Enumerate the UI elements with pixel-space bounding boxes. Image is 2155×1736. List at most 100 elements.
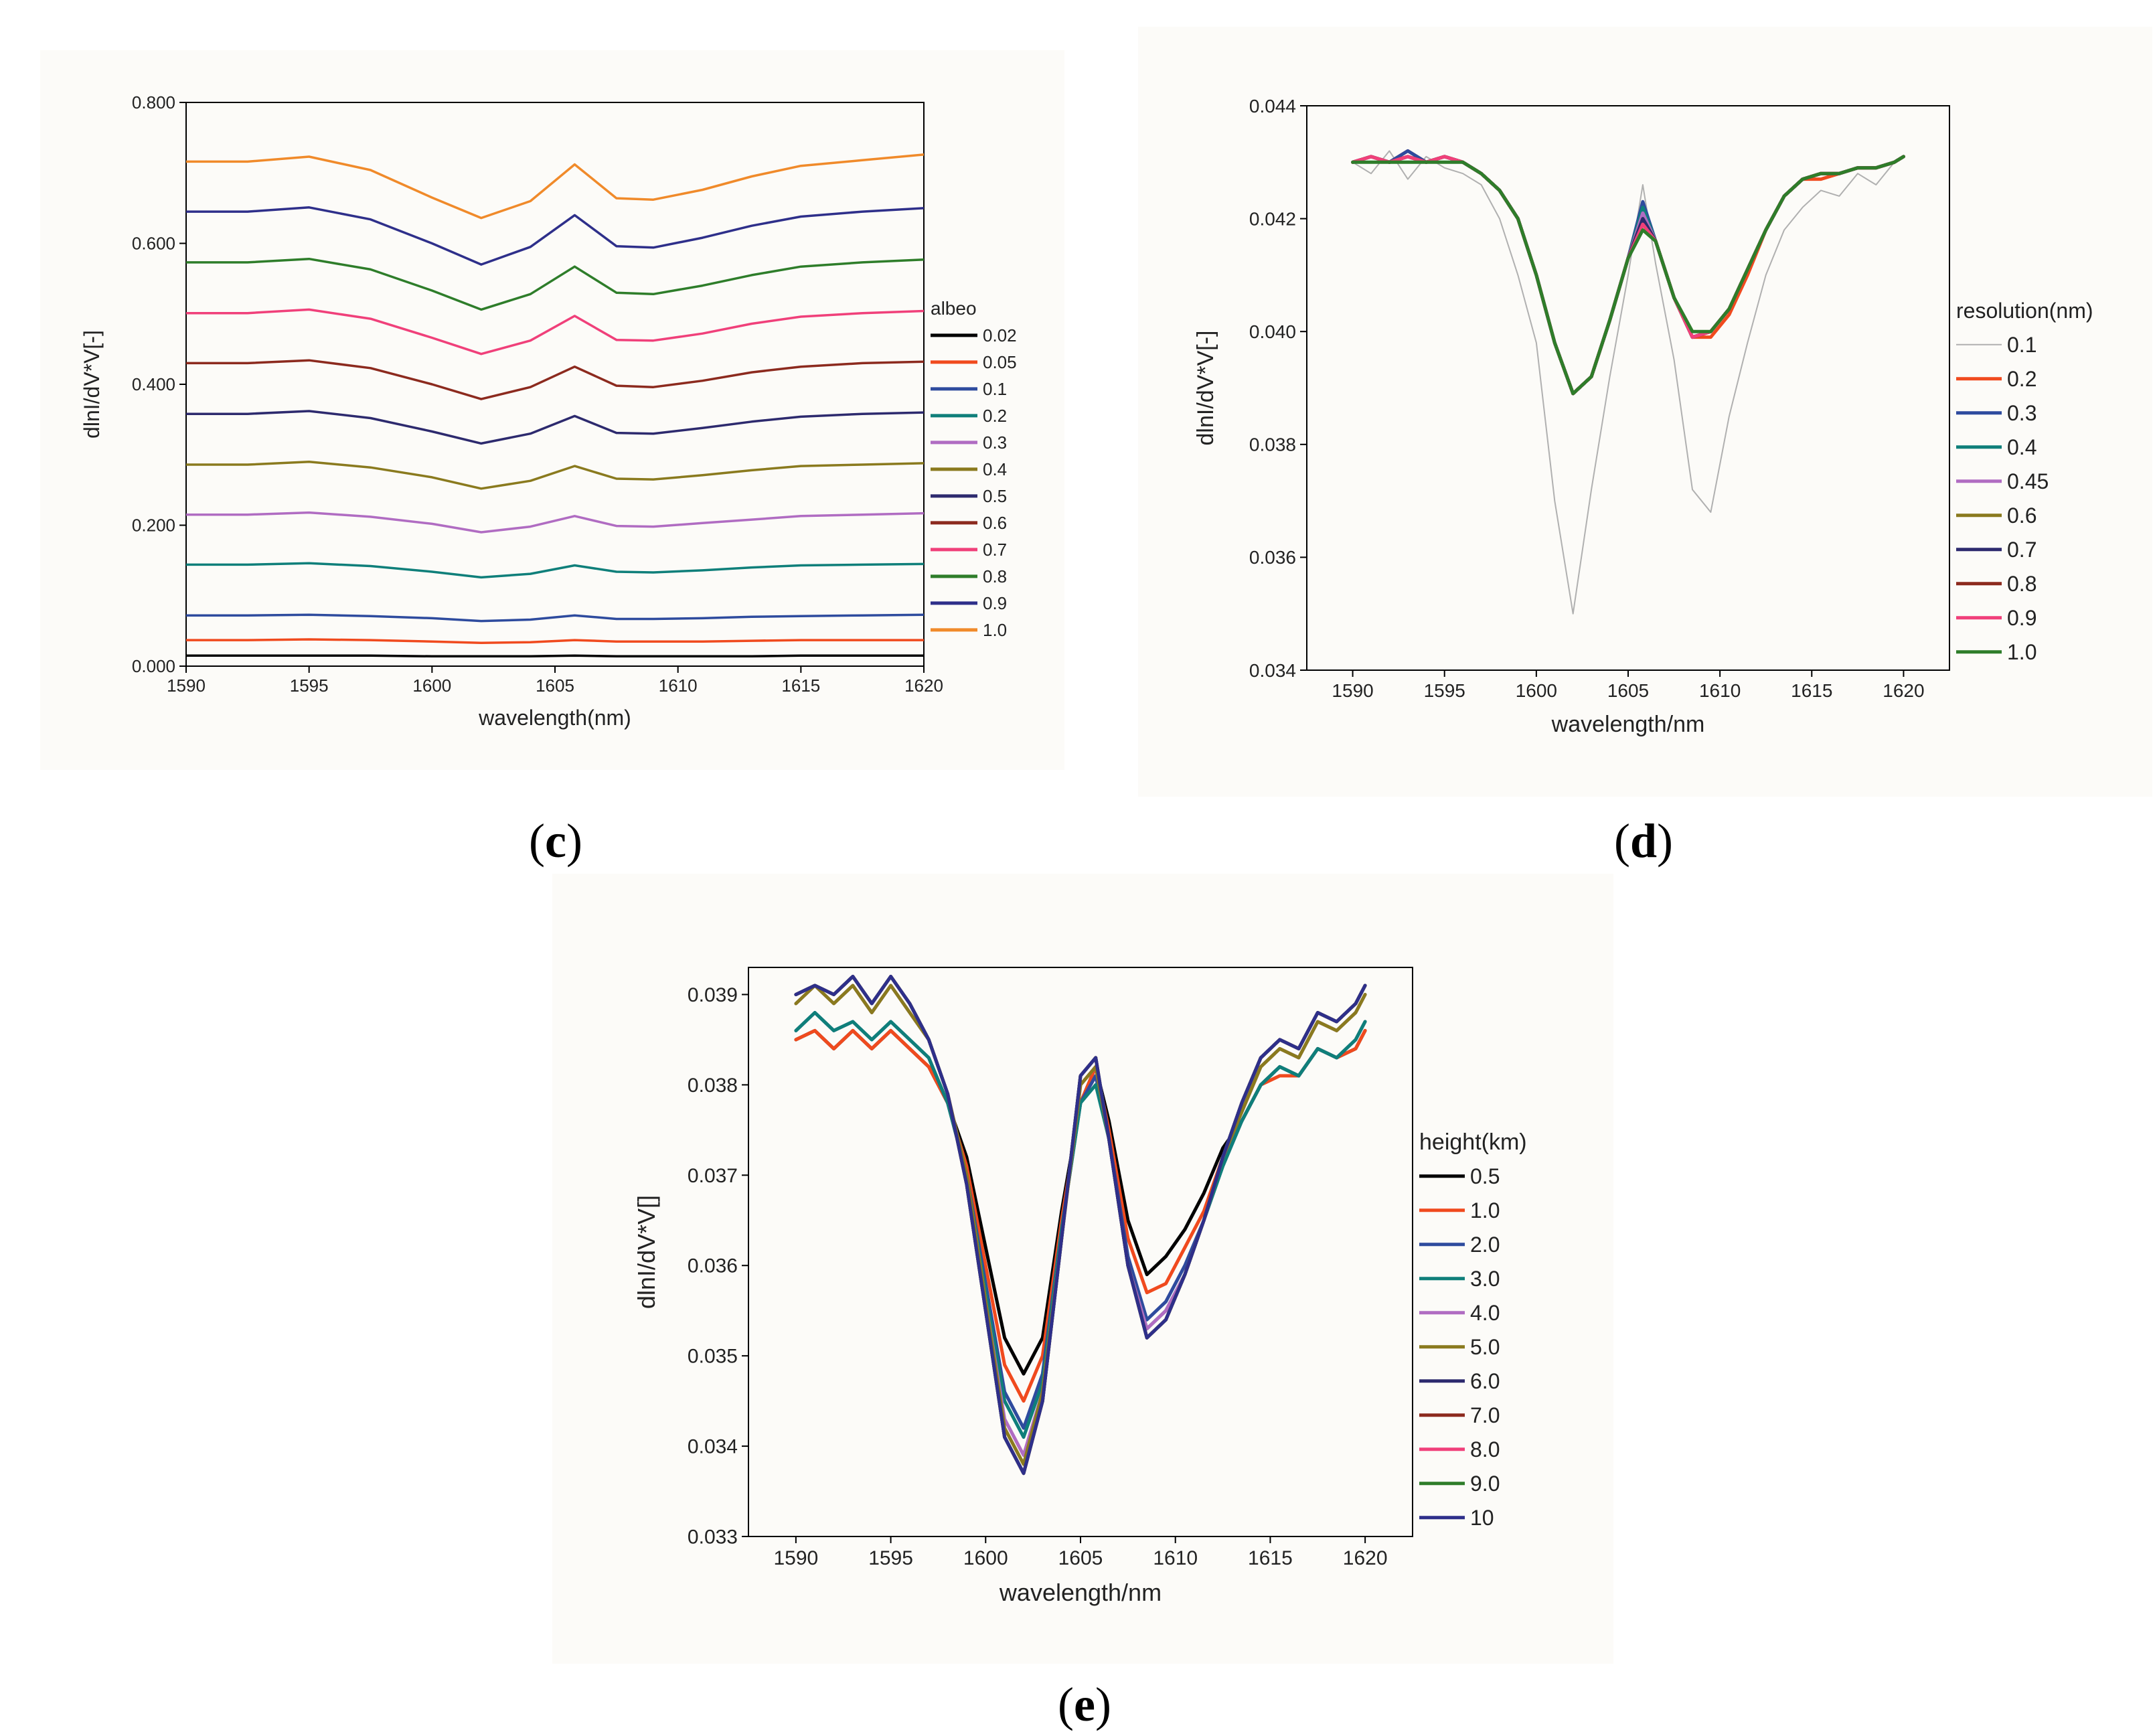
y-tick-label: 0.034 bbox=[688, 1436, 738, 1458]
x-tick-label: 1610 bbox=[1699, 680, 1741, 701]
y-tick-label: 0.038 bbox=[688, 1075, 738, 1097]
plot-frame bbox=[185, 102, 925, 667]
x-tick-label: 1600 bbox=[412, 676, 451, 696]
series-line-0.05 bbox=[186, 638, 924, 645]
y-tick-label: 0.039 bbox=[688, 984, 738, 1006]
x-tick-label: 1610 bbox=[1153, 1547, 1198, 1569]
caption-d: (d) bbox=[1613, 814, 1673, 868]
series-line-0.1 bbox=[1352, 150, 1905, 615]
legend-label: 6.0 bbox=[1470, 1369, 1500, 1393]
series-line-0.2 bbox=[186, 562, 924, 579]
series-line-0.9 bbox=[186, 206, 924, 266]
x-tick-label: 1605 bbox=[1058, 1547, 1103, 1569]
legend-label: 0.9 bbox=[983, 593, 1007, 613]
y-tick-label: 0.037 bbox=[688, 1165, 738, 1187]
x-tick-label: 1620 bbox=[904, 676, 943, 696]
legend-label: 0.45 bbox=[2007, 469, 2049, 493]
legend-label: 0.3 bbox=[983, 432, 1007, 453]
legend-label: 1.0 bbox=[2007, 640, 2037, 664]
legend-label: 4.0 bbox=[1470, 1301, 1500, 1325]
y-tick-label: 0.000 bbox=[132, 656, 175, 676]
y-tick-label: 0.800 bbox=[132, 92, 175, 112]
y-tick-label: 0.036 bbox=[1249, 547, 1296, 568]
legend-title: albeo bbox=[931, 298, 977, 319]
legend-label: 7.0 bbox=[1470, 1403, 1500, 1427]
chart-panel-e: 1590 1595 1600 1605 1610 1615 1620 0.033 0.034 0.… bbox=[633, 967, 1527, 1606]
panel-e-background bbox=[552, 874, 1613, 1664]
legend-label: 9.0 bbox=[1470, 1472, 1500, 1496]
legend-label: 0.3 bbox=[2007, 401, 2037, 425]
legend-label: 0.1 bbox=[983, 379, 1007, 399]
legend-label: 1.0 bbox=[1470, 1198, 1500, 1222]
x-tick-label: 1590 bbox=[167, 676, 206, 696]
series-line-5.0 bbox=[794, 983, 1367, 1466]
y-tick-label: 0.035 bbox=[688, 1346, 738, 1368]
x-tick-label: 1615 bbox=[1248, 1547, 1293, 1569]
series-line-0.8 bbox=[186, 257, 924, 311]
series-line-0.5 bbox=[186, 410, 924, 445]
x-tick-label: 1595 bbox=[868, 1547, 913, 1569]
series-line-0.02 bbox=[186, 654, 924, 658]
legend-label: 2.0 bbox=[1470, 1233, 1500, 1257]
y-tick-label: 0.200 bbox=[132, 516, 175, 536]
x-tick-label: 1620 bbox=[1343, 1547, 1388, 1569]
legend-label: 0.4 bbox=[2007, 435, 2037, 459]
legend-label: 0.8 bbox=[2007, 572, 2037, 596]
x-axis-label: wavelength(nm) bbox=[478, 706, 631, 730]
legend-label: 0.1 bbox=[2007, 333, 2037, 357]
y-tick-label: 0.600 bbox=[132, 234, 175, 254]
x-axis-label: wavelength/nm bbox=[999, 1579, 1162, 1606]
series-line-0.3 bbox=[186, 511, 924, 534]
legend-label: 0.7 bbox=[2007, 538, 2037, 562]
legend-label: 0.8 bbox=[983, 566, 1007, 586]
panel-c-background bbox=[40, 50, 1064, 770]
series-line-1.0 bbox=[794, 1028, 1367, 1403]
x-tick-label: 1615 bbox=[1791, 680, 1832, 701]
x-tick-label: 1605 bbox=[536, 676, 574, 696]
legend-label: 0.9 bbox=[2007, 606, 2037, 630]
chart-panel-d: 1590 1595 1600 1605 1610 1615 1620 0.034 0.036 0.… bbox=[1193, 96, 2093, 737]
x-tick-label: 1620 bbox=[1883, 680, 1924, 701]
x-tick-label: 1590 bbox=[773, 1547, 818, 1569]
y-tick-label: 0.036 bbox=[688, 1255, 738, 1277]
x-tick-label: 1600 bbox=[1516, 680, 1557, 701]
x-tick-label: 1600 bbox=[963, 1547, 1008, 1569]
y-tick-label: 0.040 bbox=[1249, 321, 1296, 342]
series-line-1.0 bbox=[186, 153, 924, 220]
legend-title: height(km) bbox=[1419, 1129, 1527, 1155]
y-tick-label: 0.034 bbox=[1249, 660, 1296, 681]
legend-label: 0.02 bbox=[983, 325, 1017, 345]
chart-panel-c: 1590 1595 1600 1605 1610 1615 1620 0.000 0.200 0.… bbox=[80, 92, 1017, 730]
x-tick-label: 1615 bbox=[781, 676, 820, 696]
series-line-0.1 bbox=[186, 613, 924, 623]
series-line-0.7 bbox=[186, 308, 924, 356]
y-tick-label: 0.400 bbox=[132, 374, 175, 394]
x-tick-label: 1605 bbox=[1607, 680, 1649, 701]
legend-label: 0.7 bbox=[983, 540, 1007, 560]
legend-label: 3.0 bbox=[1470, 1267, 1500, 1291]
y-axis-label: dlnI/dV*V[] bbox=[633, 1195, 660, 1309]
legend-label: 0.5 bbox=[1470, 1164, 1500, 1188]
y-axis-label: dlnI/dV*V[-] bbox=[1193, 331, 1218, 446]
legend-label: 10 bbox=[1470, 1506, 1494, 1530]
x-axis-label: wavelength/nm bbox=[1551, 712, 1705, 737]
x-tick-label: 1595 bbox=[1424, 680, 1465, 701]
series-line-4.0 bbox=[794, 983, 1367, 1457]
series-line-0.6 bbox=[186, 359, 924, 400]
legend-label: 0.6 bbox=[983, 513, 1007, 533]
y-tick-label: 0.042 bbox=[1249, 208, 1296, 229]
legend-label: 0.4 bbox=[983, 459, 1007, 479]
legend-label: 5.0 bbox=[1470, 1335, 1500, 1359]
y-tick-label: 0.038 bbox=[1249, 435, 1296, 455]
y-tick-label: 0.033 bbox=[688, 1526, 738, 1549]
legend-title: resolution(nm) bbox=[1956, 299, 2093, 323]
legend-label: 0.6 bbox=[2007, 503, 2037, 528]
caption-c: (c) bbox=[529, 814, 582, 868]
series-line-0.4 bbox=[186, 461, 924, 490]
legend-label: 1.0 bbox=[983, 620, 1007, 640]
y-axis-label: dlnI/dV*V[-] bbox=[80, 330, 104, 439]
legend-label: 0.2 bbox=[2007, 367, 2037, 391]
legend-label: 0.05 bbox=[983, 352, 1017, 372]
series-line-10 bbox=[794, 975, 1367, 1476]
